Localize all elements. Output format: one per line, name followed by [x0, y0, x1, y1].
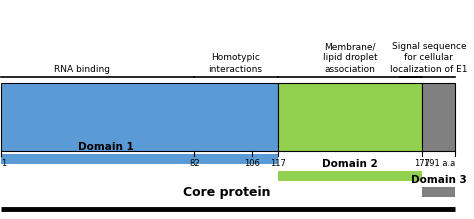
Text: 191 a.a: 191 a.a [424, 159, 455, 168]
Bar [278, 83, 422, 151]
Text: RNA binding: RNA binding [54, 65, 110, 74]
Text: Signal sequence
for cellular
localization of E1: Signal sequence for cellular localizatio… [390, 42, 468, 74]
Text: 177: 177 [414, 159, 430, 168]
Bar [422, 187, 455, 197]
Text: Domain 3: Domain 3 [410, 175, 466, 184]
Text: Homotypic
interactions: Homotypic interactions [208, 53, 262, 74]
Bar [278, 171, 422, 181]
Text: Domain 2: Domain 2 [322, 159, 378, 169]
Text: 1: 1 [0, 159, 6, 168]
Text: Membrane/
lipid droplet
association: Membrane/ lipid droplet association [323, 42, 377, 74]
Bar [0, 83, 278, 151]
Text: 82: 82 [189, 159, 200, 168]
Text: 117: 117 [270, 159, 286, 168]
Text: 106: 106 [244, 159, 260, 168]
Text: Domain 1: Domain 1 [78, 142, 134, 152]
Text: Core protein: Core protein [183, 186, 271, 199]
Bar [0, 154, 278, 164]
Bar [422, 83, 455, 151]
